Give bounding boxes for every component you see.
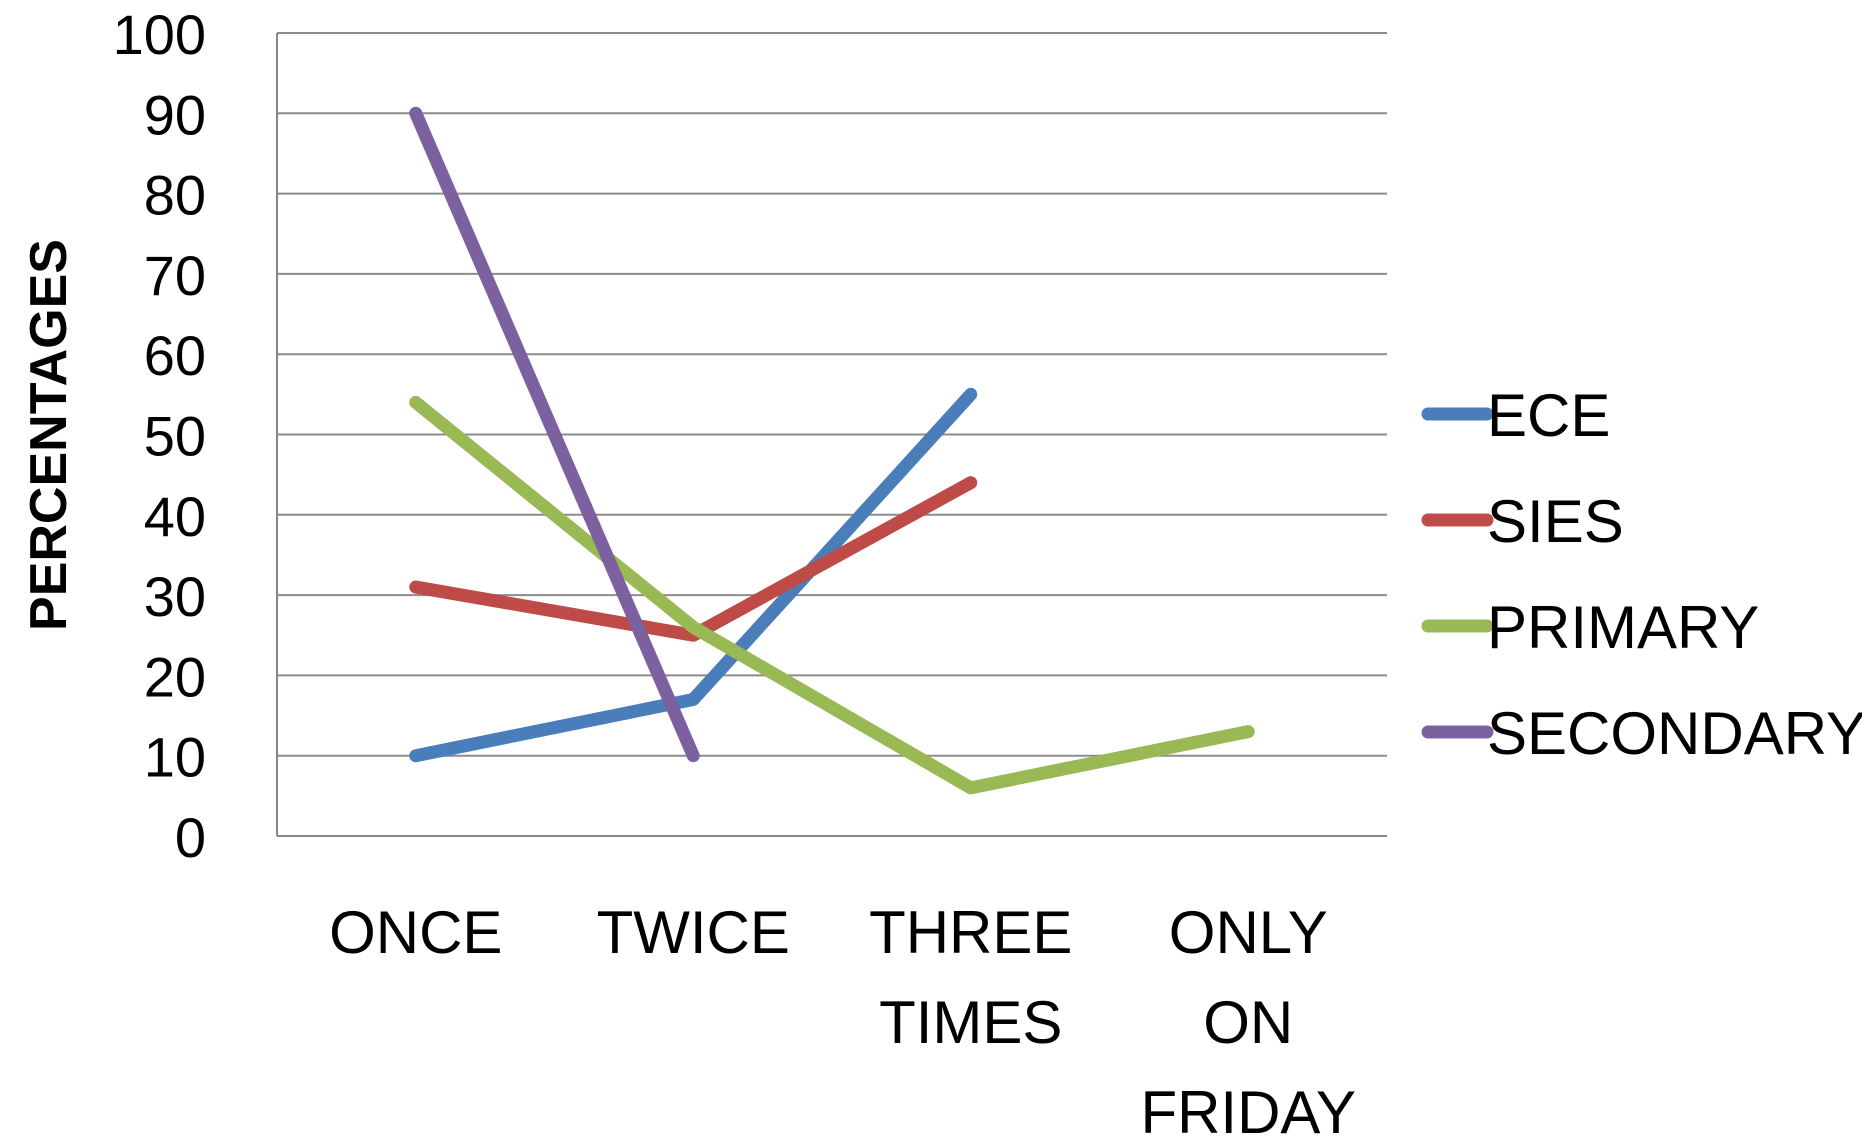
y-tick-label: 70 — [144, 244, 206, 307]
legend-label: PRIMARY — [1487, 594, 1759, 661]
series-line-ece — [409, 387, 978, 763]
y-axis-tick-labels: 0 10 20 30 40 50 60 70 80 90 100 — [113, 3, 206, 869]
y-axis-label: PERCENTAGES — [20, 239, 78, 631]
y-tick-label: 30 — [144, 565, 206, 628]
x-tick-label: ONLY — [1169, 899, 1328, 966]
data-point-ece — [692, 698, 694, 700]
data-point-secondary — [415, 112, 417, 114]
data-point-sies — [692, 634, 694, 636]
series-line-sies — [409, 476, 978, 642]
y-tick-label: 50 — [144, 405, 206, 468]
y-tick-label: 20 — [144, 645, 206, 708]
series-line-secondary — [409, 106, 700, 763]
data-point-primary — [1247, 731, 1249, 733]
legend-label: SIES — [1487, 488, 1624, 555]
series-lines — [409, 106, 1255, 795]
x-tick-label: FRIDAY — [1140, 1079, 1356, 1138]
gridlines — [276, 32, 1387, 837]
data-point-primary — [692, 626, 694, 628]
data-point-secondary — [692, 755, 694, 757]
y-tick-label: 90 — [144, 83, 206, 146]
series-line-primary — [409, 395, 1255, 795]
x-axis-tick-labels: ONCE TWICE THREE TIMES ONLY ON FRIDAY — [329, 899, 1356, 1138]
x-tick-label: ONCE — [329, 899, 502, 966]
x-tick-label: ON — [1203, 989, 1293, 1056]
y-tick-label: 10 — [144, 726, 206, 789]
legend-label: SECONDARY — [1487, 700, 1862, 767]
y-tick-label: 100 — [113, 3, 206, 66]
y-tick-label: 40 — [144, 485, 206, 548]
data-point-ece — [415, 755, 417, 757]
y-tick-label: 80 — [144, 164, 206, 227]
data-point-primary — [415, 401, 417, 403]
x-tick-label: THREE — [869, 899, 1072, 966]
x-tick-label: TWICE — [597, 899, 790, 966]
y-tick-label: 60 — [144, 324, 206, 387]
legend-label: ECE — [1487, 382, 1610, 449]
data-point-primary — [970, 787, 972, 789]
data-point-sies — [415, 586, 417, 588]
data-point-sies — [970, 482, 972, 484]
y-tick-label: 0 — [175, 806, 206, 869]
legend: ECE SIES PRIMARY SECONDARY — [1421, 382, 1862, 767]
x-tick-label: TIMES — [879, 989, 1062, 1056]
data-point-ece — [970, 393, 972, 395]
